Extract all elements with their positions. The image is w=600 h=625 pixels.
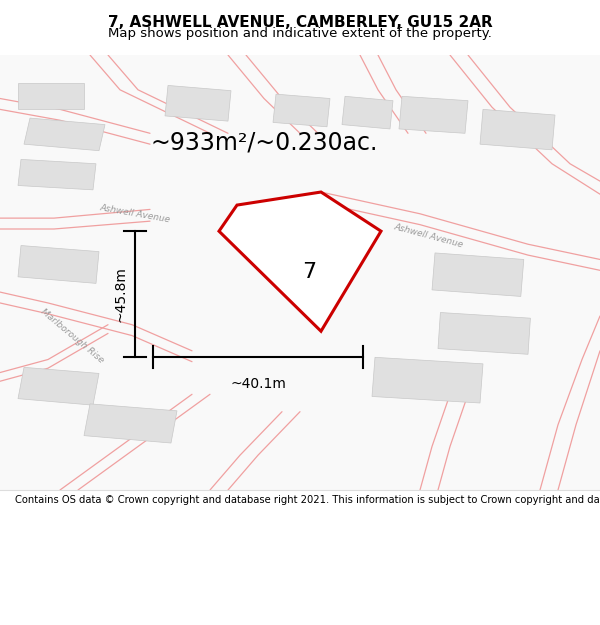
Polygon shape bbox=[84, 404, 177, 443]
Text: Ashwell Avenue: Ashwell Avenue bbox=[99, 203, 171, 224]
Polygon shape bbox=[18, 159, 96, 190]
Polygon shape bbox=[432, 253, 524, 296]
Polygon shape bbox=[399, 96, 468, 133]
Polygon shape bbox=[165, 86, 231, 121]
Polygon shape bbox=[18, 83, 84, 109]
Polygon shape bbox=[18, 368, 99, 405]
Polygon shape bbox=[480, 109, 555, 150]
Polygon shape bbox=[273, 94, 330, 127]
Text: ~40.1m: ~40.1m bbox=[230, 377, 286, 391]
Polygon shape bbox=[24, 118, 105, 151]
Polygon shape bbox=[18, 246, 99, 283]
Text: ~933m²/~0.230ac.: ~933m²/~0.230ac. bbox=[151, 130, 377, 154]
Polygon shape bbox=[219, 192, 381, 331]
Polygon shape bbox=[372, 357, 483, 403]
Polygon shape bbox=[438, 312, 530, 354]
Text: ~45.8m: ~45.8m bbox=[113, 266, 127, 322]
Text: Marlborough Rise: Marlborough Rise bbox=[39, 307, 105, 364]
Text: Contains OS data © Crown copyright and database right 2021. This information is : Contains OS data © Crown copyright and d… bbox=[15, 496, 600, 506]
Polygon shape bbox=[342, 96, 393, 129]
Text: 7: 7 bbox=[302, 262, 316, 282]
Polygon shape bbox=[267, 246, 345, 282]
Text: 7, ASHWELL AVENUE, CAMBERLEY, GU15 2AR: 7, ASHWELL AVENUE, CAMBERLEY, GU15 2AR bbox=[107, 16, 493, 31]
Text: Map shows position and indicative extent of the property.: Map shows position and indicative extent… bbox=[108, 27, 492, 39]
Text: Ashwell Avenue: Ashwell Avenue bbox=[394, 222, 464, 249]
